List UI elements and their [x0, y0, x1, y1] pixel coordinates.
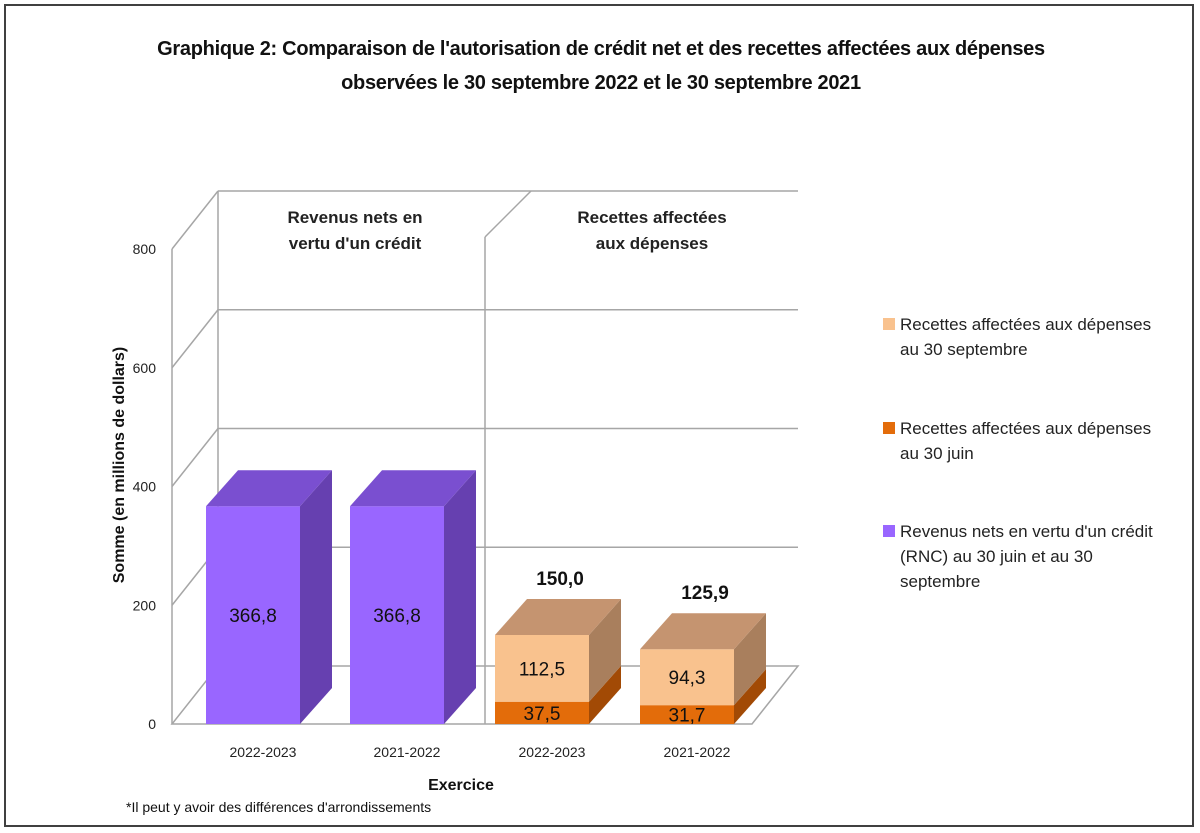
panel-divider-top: [484, 190, 532, 238]
chart-bars: [206, 470, 766, 724]
bar-sept-side: [734, 613, 766, 706]
panel-label: Recettes affectées: [577, 208, 726, 227]
data-label: 112,5: [519, 659, 565, 680]
data-label: 94,3: [669, 668, 706, 689]
bar-juin-side: [589, 665, 621, 724]
bar-rnc-top: [206, 470, 332, 507]
total-label: 150,0: [536, 569, 584, 590]
bar-rnc-front: [350, 506, 444, 724]
y-axis-label: Somme (en millions de dollars): [111, 347, 128, 584]
legend-swatch-sept: [883, 318, 895, 330]
y-tick-label: 600: [133, 360, 157, 376]
x-tick-label: 2021-2022: [374, 744, 441, 760]
chart-title-line1: Graphique 2: Comparaison de l'autorisati…: [157, 38, 1045, 60]
chart-title-line2: observées le 30 septembre 2022 et le 30 …: [341, 72, 861, 94]
bar-sept-side: [589, 598, 621, 702]
bar-sept-top: [640, 613, 766, 650]
legend-swatch-rnc: [883, 525, 895, 537]
legend-label-juin: au 30 juin: [900, 444, 974, 463]
bar-juin-side: [734, 669, 766, 724]
legend-label-rnc: Revenus nets en vertu d'un crédit: [900, 522, 1153, 541]
bar-rnc-side: [444, 470, 476, 724]
y-tick-label: 400: [133, 479, 157, 495]
legend-label-rnc: septembre: [900, 572, 980, 591]
legend-label-juin: Recettes affectées aux dépenses: [900, 419, 1151, 438]
bar-rnc-top: [350, 470, 476, 507]
x-tick-label: 2021-2022: [664, 744, 731, 760]
legend-label-rnc: (RNC) au 30 juin et au 30: [900, 547, 1093, 566]
legend-label-sept: au 30 septembre: [900, 340, 1028, 359]
chart-labels: 0 200 400 600 800 Revenus nets en vertu d'un c…: [133, 208, 731, 760]
footnote: *Il peut y avoir des différences d'arron…: [126, 799, 431, 815]
panel-label: Revenus nets en: [287, 208, 422, 227]
data-label: 31,7: [669, 706, 706, 727]
y-tick-label: 800: [133, 241, 157, 257]
x-tick-label: 2022-2023: [519, 744, 586, 760]
bar-sept-front: [640, 649, 734, 706]
data-label: 366,8: [373, 606, 421, 627]
bar-juin-front: [495, 701, 589, 724]
data-label: 37,5: [524, 704, 561, 725]
legend-label-sept: Recettes affectées aux dépenses: [900, 315, 1151, 334]
gridline-diagonal: [171, 428, 219, 487]
gridline-diagonal: [171, 190, 219, 250]
chart-legend: Recettes affectées aux dépenses au 30 sep…: [883, 315, 1153, 591]
panel-label: aux dépenses: [596, 234, 708, 253]
bar-juin-front: [640, 705, 734, 724]
x-axis-label: Exercice: [428, 777, 494, 794]
bar-sept-top: [495, 598, 621, 635]
bar-rnc-front: [206, 506, 300, 724]
bar-sept-front: [495, 634, 589, 702]
gridline-diagonal: [171, 309, 219, 369]
data-label: 366,8: [229, 606, 277, 627]
bar-rnc-side: [300, 470, 332, 724]
y-tick-label: 0: [148, 716, 156, 732]
x-tick-label: 2022-2023: [230, 744, 297, 760]
chart-title: Graphique 2: Comparaison de l'autorisati…: [6, 32, 1196, 100]
panel-label: vertu d'un crédit: [289, 234, 422, 253]
legend-swatch-juin: [883, 422, 895, 434]
total-label: 125,9: [681, 583, 729, 604]
y-tick-label: 200: [133, 597, 157, 613]
